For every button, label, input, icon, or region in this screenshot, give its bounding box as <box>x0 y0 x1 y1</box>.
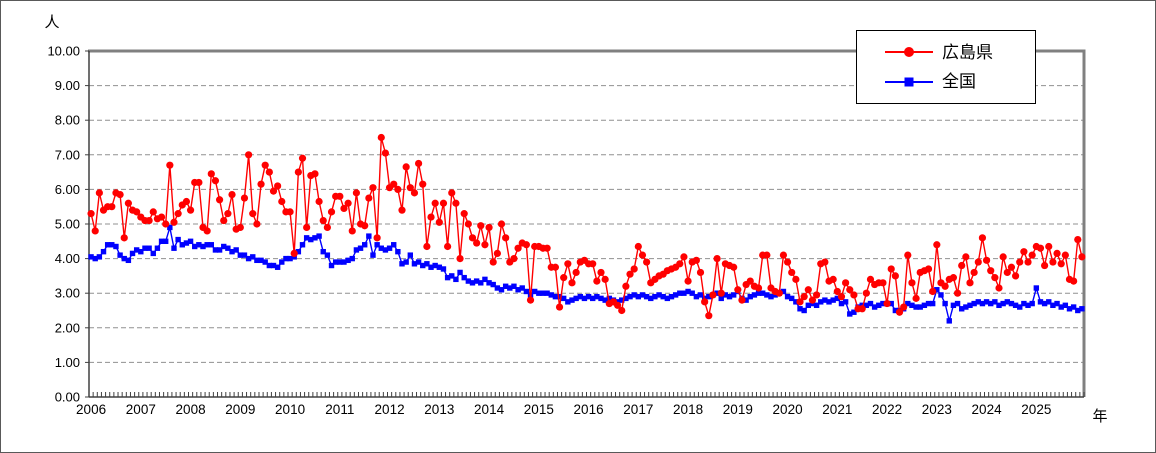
svg-text:2010: 2010 <box>275 402 305 417</box>
zenkoku-series-marker-icon <box>885 77 933 87</box>
svg-text:2025: 2025 <box>1021 402 1051 417</box>
svg-text:2021: 2021 <box>822 402 852 417</box>
legend-label-hiroshima: 広島県 <box>942 42 993 62</box>
svg-text:2017: 2017 <box>623 402 653 417</box>
legend-circle-marker <box>904 47 914 58</box>
svg-text:4.00: 4.00 <box>55 251 80 266</box>
svg-text:3.00: 3.00 <box>55 286 80 301</box>
svg-text:6.00: 6.00 <box>55 182 80 197</box>
svg-text:2007: 2007 <box>126 402 156 417</box>
legend-label-zenkoku: 全国 <box>942 72 976 92</box>
legend-item-hiroshima: 広島県 <box>885 44 1035 61</box>
svg-text:2008: 2008 <box>176 402 206 417</box>
legend-item-zenkoku: 全国 <box>885 73 1035 90</box>
svg-text:2012: 2012 <box>375 402 405 417</box>
svg-text:9.00: 9.00 <box>55 78 80 93</box>
svg-text:2018: 2018 <box>673 402 703 417</box>
y-axis-unit-label: 人 <box>44 14 60 31</box>
svg-text:2022: 2022 <box>872 402 902 417</box>
svg-text:8.00: 8.00 <box>55 113 80 128</box>
svg-text:2024: 2024 <box>972 402 1003 417</box>
hiroshima-series-marker-icon <box>885 47 933 58</box>
legend-square-marker <box>904 77 914 87</box>
svg-text:1.00: 1.00 <box>55 355 80 370</box>
legend: 広島県 全国 <box>856 30 1036 104</box>
svg-text:2023: 2023 <box>922 402 952 417</box>
svg-text:0.00: 0.00 <box>55 390 80 405</box>
svg-text:2013: 2013 <box>424 402 454 417</box>
svg-text:2016: 2016 <box>574 402 604 417</box>
svg-text:2006: 2006 <box>76 402 106 417</box>
svg-text:2011: 2011 <box>325 402 354 417</box>
x-axis-unit-label: 年 <box>1092 408 1108 425</box>
svg-text:7.00: 7.00 <box>55 147 80 162</box>
svg-text:2015: 2015 <box>524 402 554 417</box>
svg-text:10.00: 10.00 <box>47 44 80 59</box>
svg-text:2020: 2020 <box>773 402 803 417</box>
svg-text:2009: 2009 <box>225 402 255 417</box>
svg-text:5.00: 5.00 <box>55 217 80 232</box>
svg-text:2019: 2019 <box>723 402 753 417</box>
svg-text:2014: 2014 <box>474 402 505 417</box>
svg-text:2.00: 2.00 <box>55 320 80 335</box>
